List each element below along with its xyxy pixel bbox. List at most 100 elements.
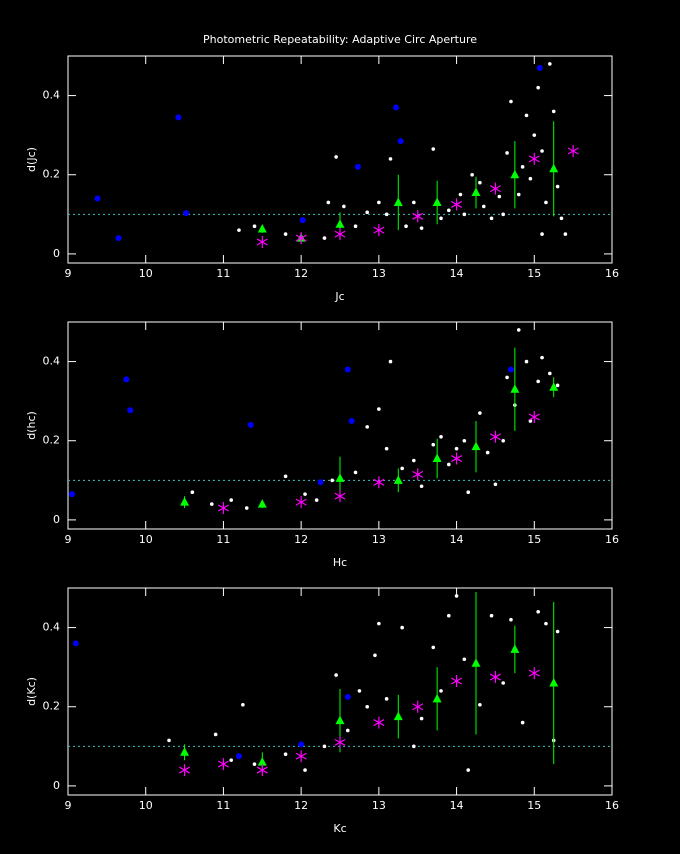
point — [388, 157, 393, 161]
point — [384, 446, 389, 451]
asterisk-point — [217, 502, 229, 515]
point — [167, 738, 171, 743]
triangle-point — [393, 475, 403, 484]
point — [244, 506, 249, 510]
point — [478, 180, 482, 185]
point — [252, 762, 257, 766]
asterisk-point — [334, 736, 346, 749]
point — [412, 744, 416, 749]
triangle-point — [257, 223, 267, 233]
point — [555, 383, 560, 388]
point — [431, 442, 436, 447]
point — [353, 224, 358, 228]
point — [540, 149, 544, 153]
point — [283, 232, 288, 236]
y-tick-label: 0.4 — [43, 355, 61, 368]
triangle-point — [471, 441, 481, 451]
point — [345, 728, 350, 733]
point — [478, 702, 482, 707]
triangle-point — [549, 163, 559, 173]
plot-frame — [67, 587, 613, 796]
point — [544, 621, 548, 626]
triangle-point — [471, 658, 481, 667]
y-tick-label: 0 — [53, 247, 60, 260]
point — [384, 212, 389, 217]
point — [419, 226, 424, 230]
triangle-point — [510, 384, 520, 393]
asterisk-point — [295, 232, 307, 245]
x-tick-label: 15 — [527, 799, 541, 812]
point — [213, 732, 218, 737]
point — [489, 613, 494, 618]
point — [252, 224, 257, 228]
point — [505, 375, 509, 380]
point — [536, 64, 543, 71]
point — [229, 498, 233, 502]
triangle-point — [180, 747, 190, 756]
plot-frame — [67, 321, 613, 530]
point — [353, 470, 358, 475]
point — [283, 752, 288, 757]
point — [548, 371, 552, 376]
asterisk-point — [256, 764, 268, 777]
point — [175, 114, 182, 121]
x-tick-label: 14 — [450, 267, 464, 280]
point — [392, 104, 399, 111]
chart-title: Photometric Repeatability: Adaptive Circ… — [203, 33, 477, 46]
x-tick-label: 9 — [65, 533, 72, 546]
point — [400, 625, 404, 630]
point — [478, 411, 482, 415]
point — [365, 425, 370, 429]
point — [365, 704, 370, 709]
point — [528, 176, 533, 181]
point — [314, 498, 319, 502]
triangle-point — [180, 497, 190, 506]
point — [501, 212, 506, 217]
asterisk-point — [567, 144, 579, 157]
point — [377, 200, 381, 205]
x-axis-label: Jc — [334, 290, 344, 303]
asterisk-point — [179, 764, 191, 777]
triangle-point — [335, 219, 345, 228]
asterisk-point — [489, 671, 501, 684]
point — [544, 200, 548, 205]
point — [127, 407, 134, 414]
point — [563, 232, 568, 236]
point — [377, 407, 381, 411]
point — [516, 192, 521, 197]
point — [334, 155, 338, 159]
asterisk-point — [373, 224, 385, 237]
point — [209, 502, 214, 506]
triangle-point — [393, 197, 403, 206]
x-tick-label: 13 — [372, 533, 386, 546]
point — [322, 236, 327, 240]
point — [299, 217, 306, 224]
point — [419, 716, 424, 721]
triangle-point — [335, 715, 345, 725]
point — [536, 85, 540, 90]
point — [536, 379, 540, 384]
x-tick-label: 16 — [605, 267, 619, 280]
point — [94, 195, 101, 202]
triangle-point — [549, 382, 559, 391]
asterisk-point — [217, 758, 229, 771]
triangle-point — [432, 693, 442, 703]
triangle-point — [510, 169, 520, 179]
point — [72, 640, 79, 647]
point — [501, 438, 506, 443]
asterisk-point — [489, 430, 501, 443]
point — [412, 200, 416, 205]
point — [317, 479, 324, 486]
x-tick-label: 11 — [216, 799, 230, 812]
y-axis-label: d(Jc) — [25, 147, 38, 172]
point — [447, 613, 451, 618]
point — [373, 653, 377, 658]
point — [439, 434, 443, 439]
x-tick-label: 14 — [450, 799, 464, 812]
point — [431, 147, 436, 151]
point — [489, 216, 494, 221]
asterisk-point — [528, 152, 540, 165]
x-tick-label: 14 — [450, 533, 464, 546]
asterisk-point — [295, 496, 307, 509]
